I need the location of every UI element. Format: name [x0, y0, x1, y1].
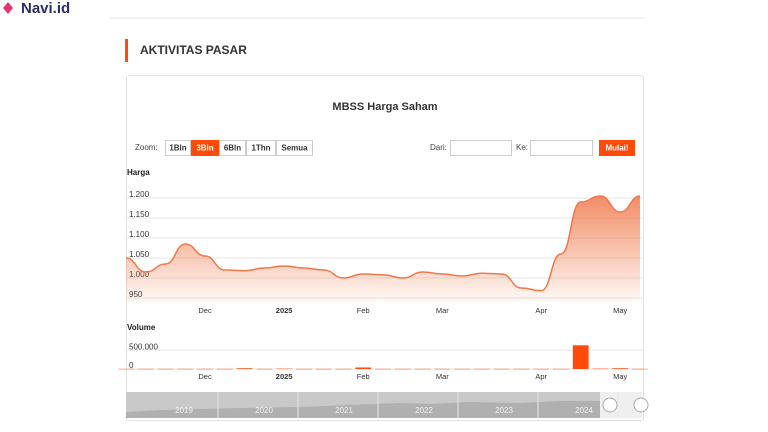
- x-tick-label: 2025: [276, 306, 293, 315]
- from-input[interactable]: [450, 140, 512, 156]
- volume-bar: [473, 368, 490, 370]
- chart-card: [126, 75, 644, 421]
- navigator-year: 2024: [575, 406, 593, 415]
- x-tick-label: Dec: [198, 306, 212, 315]
- zoom-button[interactable]: [191, 140, 219, 156]
- zoom-button-label: 1Thn: [251, 144, 270, 153]
- price-area: [126, 196, 640, 302]
- x-tick-label: Apr: [535, 306, 547, 315]
- volume-bar: [513, 368, 530, 370]
- y-tick-label: 1.100: [129, 230, 150, 239]
- navigator-years: 2019 2020 2021 2022 2023 2024: [175, 392, 619, 418]
- y-tick-label: 1.050: [129, 250, 150, 259]
- section-title: AKTIVITAS PASAR: [140, 43, 247, 57]
- volume-bar: [157, 368, 174, 370]
- x-tick-label: Dec: [198, 372, 212, 381]
- y-tick-label: 1.200: [129, 190, 150, 199]
- y-tick-label: 1.150: [129, 210, 150, 219]
- volume-bar: [335, 368, 352, 370]
- zoom-button-label: Semua: [281, 144, 308, 153]
- volume-bar: [118, 368, 134, 370]
- y-tick-label: 500.000: [129, 342, 158, 351]
- volume-bar: [612, 368, 629, 369]
- navigator-year: 2023: [495, 406, 513, 415]
- to-label: Ke:: [516, 143, 528, 152]
- volume-bar: [572, 345, 589, 369]
- volume-bar: [197, 368, 213, 370]
- from-label: Dari:: [430, 143, 447, 152]
- navigator-year: 2020: [255, 406, 273, 415]
- zoom-button-label: 6Bln: [224, 144, 241, 153]
- volume-bar: [276, 368, 293, 370]
- volume-bar: [375, 368, 391, 370]
- logo[interactable]: Navi.id: [21, 0, 70, 17]
- zoom-button-label: 1Bln: [169, 144, 186, 153]
- navigator-handle[interactable]: [633, 397, 649, 413]
- y-tick-label: 0: [129, 361, 134, 370]
- logo-icon: [3, 2, 13, 14]
- zoom-button[interactable]: [219, 140, 246, 156]
- navigator-handle[interactable]: [602, 397, 618, 413]
- volume-bar: [216, 368, 233, 370]
- chart-label: Volume: [127, 323, 156, 332]
- section-accent: [125, 39, 128, 62]
- zoom-buttons: 1Bln 3Bln 6Bln 1Thn Semua: [165, 140, 313, 156]
- x-tick-label: 2025: [276, 372, 293, 381]
- volume-bar: [394, 368, 411, 370]
- price-line: [125, 195, 641, 292]
- volume-bar: [632, 368, 648, 370]
- zoom-button[interactable]: [246, 140, 276, 156]
- volume-bar: [137, 368, 154, 370]
- to-input[interactable]: [530, 140, 593, 156]
- volume-bar: [493, 368, 510, 370]
- x-tick-label: Mar: [436, 306, 449, 315]
- volume-bar: [315, 368, 332, 370]
- x-tick-label: Mar: [436, 372, 449, 381]
- zoom-button[interactable]: [165, 140, 191, 156]
- volume-bar: [177, 368, 194, 370]
- volume-bar: [355, 367, 372, 369]
- volume-bar: [296, 368, 312, 370]
- zoom-button-label: 3Bln: [196, 144, 213, 153]
- volume-bar: [553, 368, 569, 370]
- navigator-year: 2022: [415, 406, 433, 415]
- submit-label: Mulai!: [605, 144, 628, 153]
- volume-bar: [434, 368, 451, 370]
- navigator-year: 2021: [335, 406, 353, 415]
- volume-bar: [236, 368, 253, 369]
- chart-label: Harga: [127, 168, 150, 177]
- widget-title: MBSS Harga Saham: [332, 101, 437, 113]
- x-tick-label: Apr: [535, 372, 547, 381]
- x-tick-label: Feb: [357, 372, 370, 381]
- zoom-label: Zoom:: [135, 143, 158, 152]
- volume-bar: [454, 368, 470, 370]
- x-tick-label: Feb: [357, 306, 370, 315]
- navigator-year: 2019: [175, 406, 193, 415]
- navigator-series: [126, 401, 600, 418]
- x-tick-label: May: [613, 306, 627, 315]
- volume-bar: [414, 368, 431, 370]
- submit-button[interactable]: [599, 140, 635, 156]
- volume-bar: [592, 368, 609, 370]
- x-tick-label: May: [613, 372, 627, 381]
- volume-bar: [256, 368, 273, 370]
- volume-bar: [533, 368, 550, 370]
- zoom-button[interactable]: [276, 140, 313, 156]
